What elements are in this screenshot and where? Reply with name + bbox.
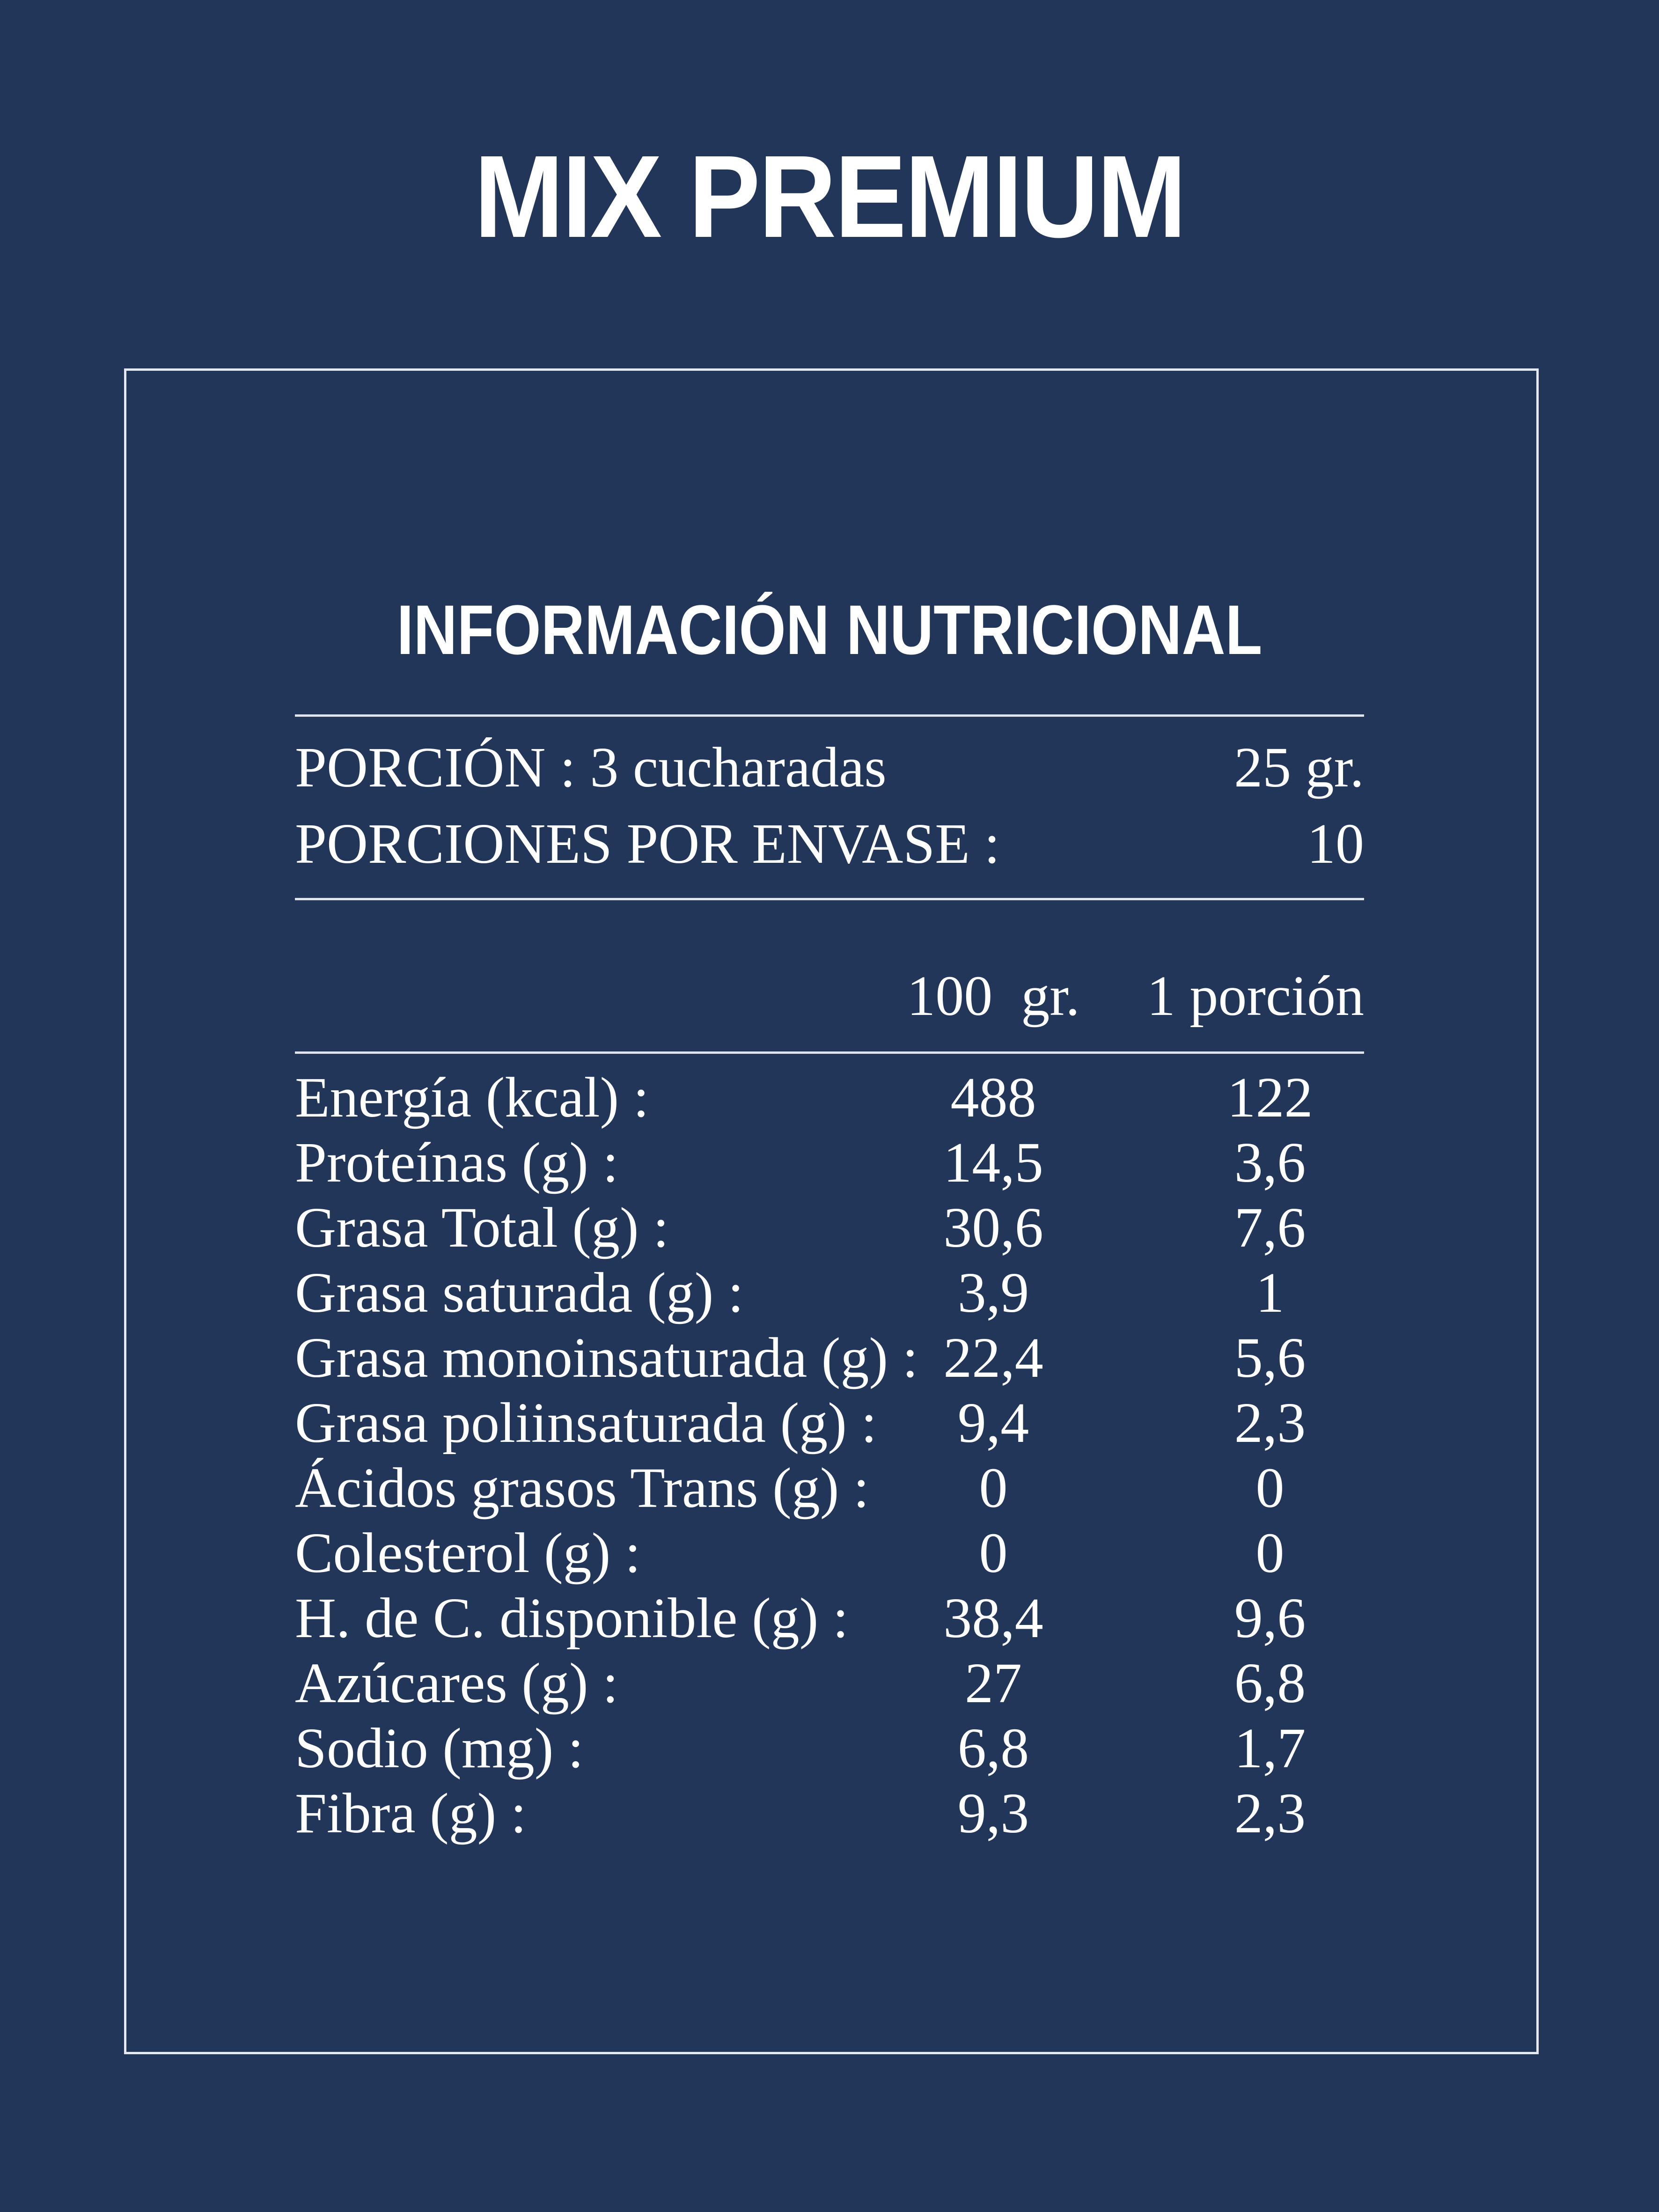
nutrient-name: Grasa poliinsaturada (g) : <box>295 1391 877 1455</box>
value-per-100g: 30,6 <box>943 1196 1043 1259</box>
value-per-100g: 9,3 <box>957 1782 1029 1845</box>
value-per-100g: 488 <box>950 1066 1036 1129</box>
value-per-100g: 0 <box>979 1521 1008 1585</box>
servings-per-container-label: PORCIONES POR ENVASE : <box>295 812 1000 875</box>
value-per-portion: 1 <box>1255 1261 1285 1324</box>
value-per-100g: 14,5 <box>943 1131 1043 1194</box>
value-per-portion: 2,3 <box>1234 1391 1306 1455</box>
nutrient-name: Fibra (g) : <box>295 1782 527 1845</box>
value-per-portion: 6,8 <box>1234 1652 1306 1715</box>
column-header-100g: 100 gr. <box>907 964 1080 1028</box>
nutrient-name: Grasa Total (g) : <box>295 1196 669 1259</box>
serving-label: PORCIÓN : 3 cucharadas <box>295 736 887 799</box>
value-per-portion: 2,3 <box>1234 1782 1306 1845</box>
divider <box>295 714 1364 717</box>
value-per-portion: 0 <box>1255 1456 1285 1520</box>
nutrient-name: Ácidos grasos Trans (g) : <box>295 1456 869 1520</box>
serving-value: 25 gr. <box>1234 736 1364 799</box>
nutrition-panel-border <box>124 368 1539 2054</box>
nutrient-name: H. de C. disponible (g) : <box>295 1587 849 1650</box>
value-per-portion: 0 <box>1255 1521 1285 1585</box>
value-per-portion: 1,7 <box>1234 1717 1306 1780</box>
value-per-portion: 122 <box>1227 1066 1313 1129</box>
value-per-100g: 9,4 <box>957 1391 1029 1455</box>
divider <box>295 1051 1364 1054</box>
servings-per-container-value: 10 <box>1307 812 1364 875</box>
nutrient-name: Energía (kcal) : <box>295 1066 649 1129</box>
value-per-100g: 27 <box>965 1652 1022 1715</box>
value-per-100g: 38,4 <box>943 1587 1043 1650</box>
value-per-100g: 0 <box>979 1456 1008 1520</box>
value-per-100g: 6,8 <box>957 1717 1029 1780</box>
value-per-portion: 5,6 <box>1234 1326 1306 1389</box>
nutrient-name: Colesterol (g) : <box>295 1521 641 1585</box>
nutrient-name: Proteínas (g) : <box>295 1131 619 1194</box>
value-per-100g: 22,4 <box>943 1326 1043 1389</box>
value-per-portion: 9,6 <box>1234 1587 1306 1650</box>
value-per-portion: 3,6 <box>1234 1131 1306 1194</box>
column-header-portion: 1 porción <box>1146 964 1364 1028</box>
divider <box>295 898 1364 900</box>
nutrient-name: Azúcares (g) : <box>295 1652 618 1715</box>
nutrition-heading: INFORMACIÓN NUTRICIONAL <box>396 590 1263 669</box>
nutrient-name: Grasa saturada (g) : <box>295 1261 744 1324</box>
nutrient-name: Grasa monoinsaturada (g) : <box>295 1326 918 1389</box>
product-title: MIX PREMIUM <box>474 131 1187 262</box>
value-per-portion: 7,6 <box>1234 1196 1306 1259</box>
value-per-100g: 3,9 <box>957 1261 1029 1324</box>
nutrient-name: Sodio (mg) : <box>295 1717 584 1780</box>
